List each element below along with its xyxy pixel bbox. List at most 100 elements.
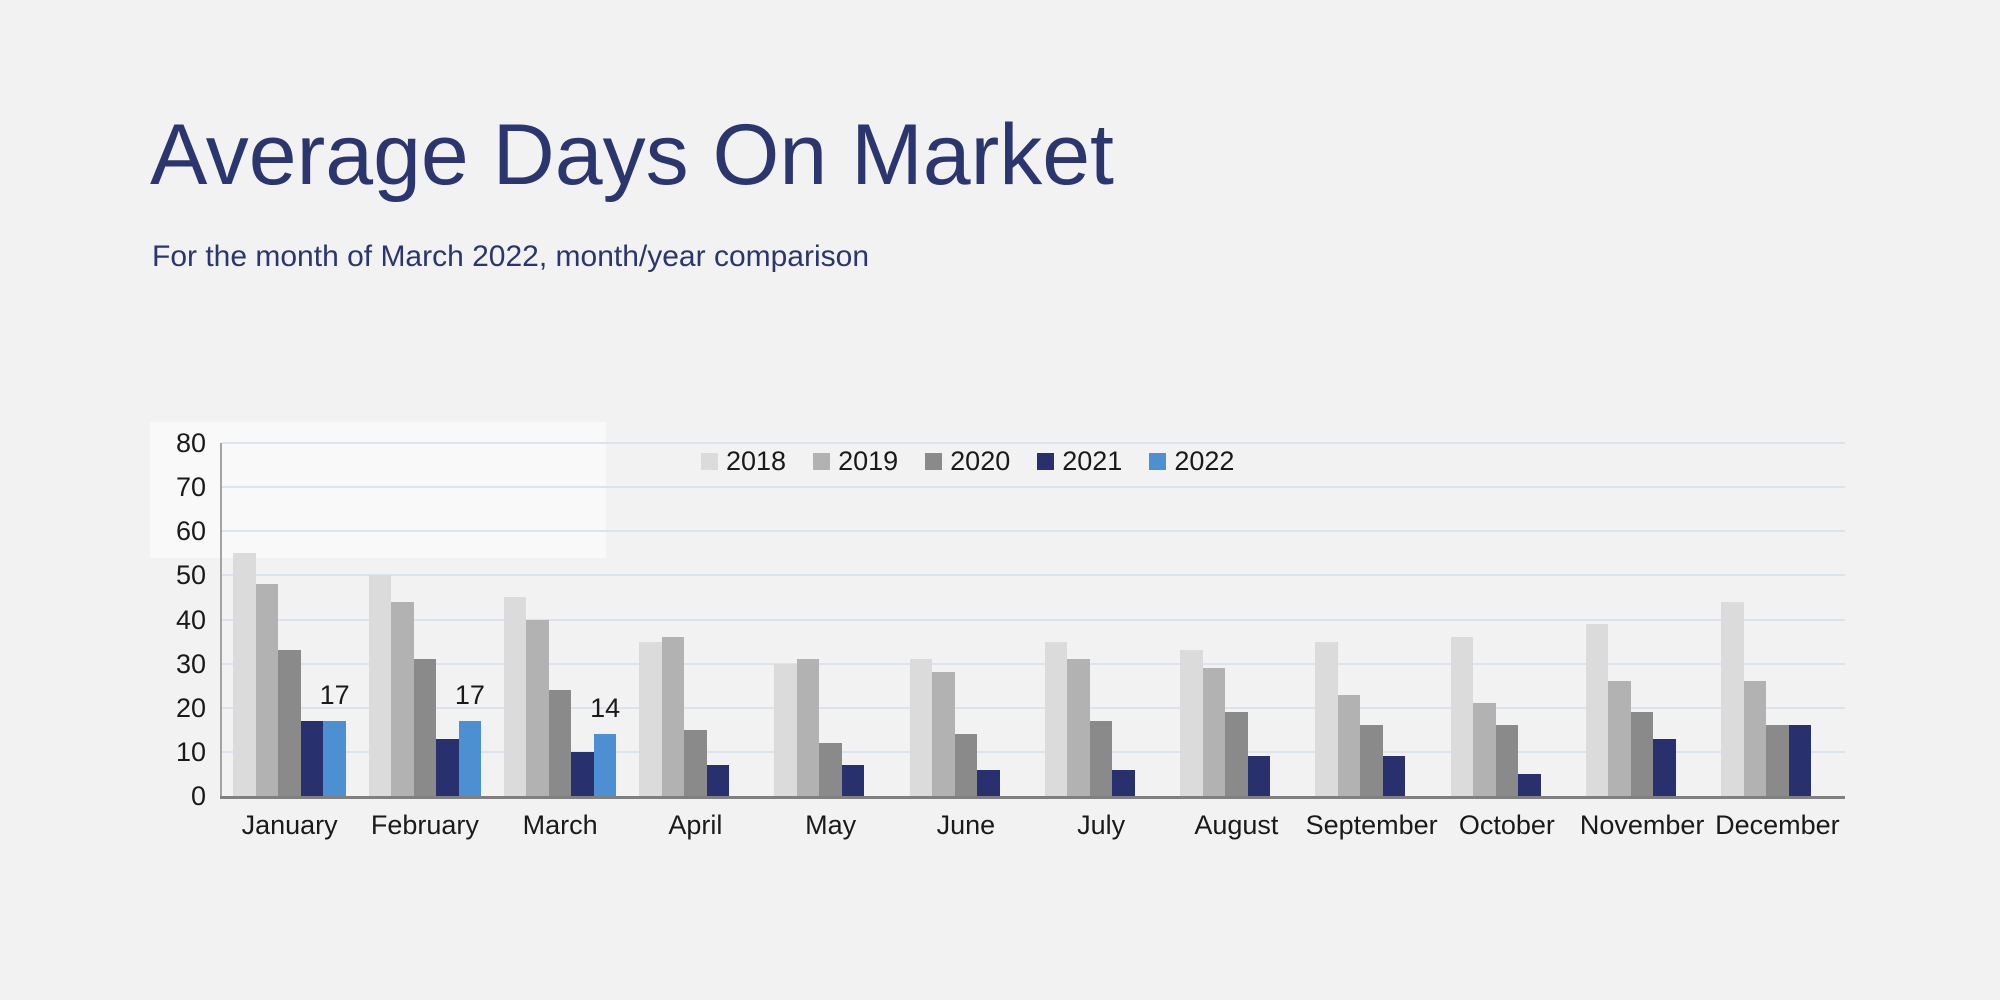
x-axis-label-june: June (936, 810, 996, 840)
bar-2020-august (1225, 712, 1248, 796)
bar-2018-may (774, 663, 797, 796)
bar-2021-february (436, 738, 459, 796)
bar-2019-december (1743, 681, 1767, 796)
bar-2020-october (1495, 725, 1519, 796)
bar-2019-january (255, 584, 279, 796)
legend-label: 2020 (950, 446, 1011, 476)
bar-2020-november (1630, 712, 1654, 796)
x-axis-label-january: January (241, 810, 338, 840)
page-title: Average Days On Market (150, 107, 1114, 203)
bar-2020-february (413, 659, 437, 796)
y-axis-tick-label: 0 (190, 781, 206, 811)
bar-2022-january (323, 721, 346, 796)
bar-data-label: 14 (590, 693, 621, 724)
legend-item-2021: 2021 (1037, 446, 1122, 477)
x-axis-label-august: August (1194, 810, 1279, 840)
bar-2018-november (1585, 623, 1609, 796)
bar-2021-august (1247, 756, 1271, 796)
bar-2020-may (819, 743, 842, 796)
y-axis-tick-label: 20 (175, 692, 206, 723)
x-axis-label-september: September (1305, 810, 1438, 840)
y-axis-tick-label: 40 (175, 604, 206, 635)
bar-2019-august (1202, 668, 1226, 796)
bar-2018-october (1450, 637, 1474, 796)
bar-2019-november (1608, 681, 1631, 796)
x-axis-label-july: July (1077, 810, 1126, 840)
x-axis-label-april: April (668, 810, 723, 840)
bar-2020-june (954, 734, 978, 796)
gridline (222, 530, 1845, 533)
x-axis-label-february: February (370, 810, 479, 840)
bar-chart: 0 10 20 30 40 50 60 70 80 17 January 17 February 14 Ma… (176, 428, 1845, 840)
y-axis-tick-label: 80 (175, 428, 206, 458)
bar-2019-june (932, 672, 955, 796)
y-axis-tick-label: 60 (175, 516, 206, 547)
y-axis-tick-label: 10 (175, 736, 206, 767)
bar-2022-march (593, 734, 617, 796)
bar-2020-april (684, 729, 707, 796)
bar-data-label: 17 (319, 680, 350, 710)
legend-swatch-icon (1037, 453, 1055, 470)
legend-label: 2019 (838, 446, 899, 476)
x-axis-label-december: December (1715, 810, 1840, 840)
legend-label: 2018 (726, 446, 787, 476)
legend-item-2018: 2018 (701, 446, 786, 477)
bar-2018-june (909, 659, 933, 796)
bar-2019-february (391, 601, 414, 796)
y-axis-line (220, 443, 222, 796)
legend-item-2022: 2022 (1149, 446, 1234, 477)
bar-2019-september (1337, 694, 1361, 796)
legend-swatch-icon (701, 453, 718, 470)
background-highlight-panel (150, 422, 606, 558)
x-axis-label-november: November (1579, 810, 1705, 840)
x-axis-label-march: March (522, 810, 598, 840)
bar-2018-april (639, 641, 662, 796)
chart-legend: 2018 2019 2020 2021 2022 (701, 446, 1234, 477)
bar-2019-april (661, 637, 685, 796)
page-subtitle: For the month of March 2022, month/year … (152, 240, 870, 273)
y-axis-tick-label: 50 (175, 560, 206, 591)
legend-swatch-icon (1149, 453, 1167, 470)
gridline (222, 618, 1845, 621)
bar-2020-december (1766, 725, 1789, 796)
legend-label: 2021 (1062, 446, 1123, 476)
gridline (222, 750, 1845, 753)
bar-2020-july (1089, 721, 1113, 796)
bar-2022-february (458, 721, 482, 796)
bar-2018-february (368, 575, 392, 796)
x-axis-label-october: October (1458, 810, 1555, 840)
bar-2018-september (1315, 641, 1338, 796)
gridline (222, 574, 1845, 577)
bar-2021-september (1382, 756, 1406, 796)
bar-2021-march (571, 751, 594, 796)
bar-2018-august (1180, 650, 1203, 796)
legend-item-2019: 2019 (813, 446, 898, 477)
bar-2019-october (1473, 703, 1496, 796)
y-axis-tick-label: 70 (175, 472, 206, 503)
bar-2019-march (526, 619, 549, 796)
bar-2021-july (1112, 769, 1135, 796)
bar-2019-july (1067, 659, 1090, 796)
legend-item-2020: 2020 (925, 446, 1010, 477)
gridline (222, 662, 1845, 665)
bar-2018-march (503, 597, 527, 796)
legend-swatch-icon (813, 453, 831, 470)
bar-2019-may (796, 659, 820, 796)
bar-2021-january (300, 721, 324, 796)
bar-2018-december (1721, 601, 1744, 796)
legend-label: 2022 (1174, 446, 1235, 476)
bar-2021-october (1518, 773, 1541, 796)
x-axis-line (220, 796, 1845, 799)
bar-2021-may (841, 765, 865, 796)
gridline (222, 486, 1845, 489)
gridline (222, 706, 1845, 709)
bar-2018-july (1044, 641, 1068, 796)
bar-2018-january (233, 553, 256, 796)
y-axis-tick-label: 30 (175, 648, 206, 679)
bar-data-label: 17 (454, 680, 485, 710)
bar-2020-january (278, 650, 301, 796)
bar-2020-september (1360, 725, 1383, 796)
x-axis-label-may: May (805, 810, 857, 840)
bar-2021-november (1653, 738, 1676, 796)
